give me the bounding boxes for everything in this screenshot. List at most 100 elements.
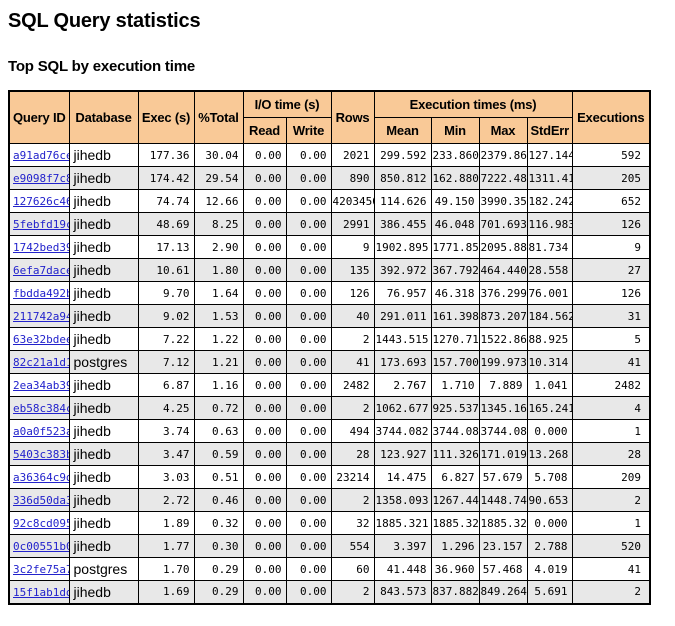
pct-total-cell: 1.80: [193, 258, 244, 282]
database-cell: jihedb: [68, 143, 139, 167]
query-id-link[interactable]: 1742bed390: [13, 241, 68, 254]
table-row: 211742a946 jihedb 9.02 1.53 0.00 0.00 40…: [8, 304, 651, 328]
pct-total-cell: 0.29: [193, 580, 244, 604]
sql-stats-table: Query ID Database Exec (s) %Total I/O ti…: [8, 90, 652, 605]
query-id-cell: e9098f7c8a: [8, 166, 70, 190]
database-cell: jihedb: [68, 580, 139, 604]
rows-cell: 60: [330, 557, 375, 581]
col-header-max: Max: [478, 117, 528, 144]
col-header-pct-total: %Total: [193, 90, 244, 144]
rows-cell: 494: [330, 419, 375, 443]
stderr-time-cell: 1311.418: [526, 166, 573, 190]
min-time-cell: 6.827: [430, 465, 480, 489]
query-id-link[interactable]: 92c8cd0955: [13, 517, 68, 530]
query-id-link[interactable]: 5403c383b8: [13, 448, 68, 461]
min-time-cell: 111.326: [430, 442, 480, 466]
io-read-cell: 0.00: [242, 258, 287, 282]
io-write-cell: 0.00: [285, 442, 332, 466]
col-header-database: Database: [68, 90, 139, 144]
pct-total-cell: 0.29: [193, 557, 244, 581]
executions-cell: 1: [571, 511, 651, 535]
query-id-link[interactable]: fbdda492bc: [13, 287, 68, 300]
query-id-link[interactable]: 336d50da38: [13, 494, 68, 507]
pct-total-cell: 30.04: [193, 143, 244, 167]
exec-seconds-cell: 74.74: [137, 189, 195, 213]
stderr-time-cell: 127.144: [526, 143, 573, 167]
io-write-cell: 0.00: [285, 304, 332, 328]
executions-cell: 1: [571, 419, 651, 443]
exec-seconds-cell: 48.69: [137, 212, 195, 236]
max-time-cell: 3990.356: [478, 189, 528, 213]
rows-cell: 890: [330, 166, 375, 190]
min-time-cell: 1270.710: [430, 327, 480, 351]
executions-cell: 9: [571, 235, 651, 259]
min-time-cell: 49.150: [430, 189, 480, 213]
query-id-cell: a0a0f523ad: [8, 419, 70, 443]
col-header-read: Read: [242, 117, 287, 144]
max-time-cell: 1522.866: [478, 327, 528, 351]
table-row: 1742bed390 jihedb 17.13 2.90 0.00 0.00 9…: [8, 235, 651, 259]
exec-seconds-cell: 4.25: [137, 396, 195, 420]
executions-cell: 209: [571, 465, 651, 489]
query-id-link[interactable]: 15f1ab1ddf: [13, 585, 68, 599]
executions-cell: 592: [571, 143, 651, 167]
query-id-link[interactable]: e9098f7c8a: [13, 172, 68, 185]
query-id-link[interactable]: 6efa7dace0: [13, 264, 68, 277]
query-id-link[interactable]: a0a0f523ad: [13, 425, 68, 438]
rows-cell: 32: [330, 511, 375, 535]
stderr-time-cell: 184.562: [526, 304, 573, 328]
max-time-cell: 1885.321: [478, 511, 528, 535]
query-id-link[interactable]: 211742a946: [13, 310, 68, 323]
stderr-time-cell: 182.242: [526, 189, 573, 213]
query-id-cell: 211742a946: [8, 304, 70, 328]
min-time-cell: 1771.858: [430, 235, 480, 259]
query-id-link[interactable]: 5febfd19c7: [13, 218, 68, 231]
table-row: e9098f7c8a jihedb 174.42 29.54 0.00 0.00…: [8, 166, 651, 190]
query-id-link[interactable]: 3c2fe75a7f: [13, 563, 68, 576]
mean-time-cell: 123.927: [373, 442, 432, 466]
pct-total-cell: 12.66: [193, 189, 244, 213]
query-id-link[interactable]: 2ea34ab396: [13, 379, 68, 392]
stderr-time-cell: 5.691: [526, 580, 573, 604]
table-row: 5403c383b8 jihedb 3.47 0.59 0.00 0.00 28…: [8, 442, 651, 466]
min-time-cell: 157.700: [430, 350, 480, 374]
table-row: a91ad76ce9 jihedb 177.36 30.04 0.00 0.00…: [8, 143, 651, 167]
query-id-link[interactable]: 127626c46c: [13, 195, 68, 208]
min-time-cell: 925.537: [430, 396, 480, 420]
query-id-cell: 5febfd19c7: [8, 212, 70, 236]
table-row: 63e32bdeeb jihedb 7.22 1.22 0.00 0.00 2 …: [8, 327, 651, 351]
query-id-link[interactable]: a91ad76ce9: [13, 149, 68, 162]
mean-time-cell: 41.448: [373, 557, 432, 581]
max-time-cell: 376.299: [478, 281, 528, 305]
io-read-cell: 0.00: [242, 189, 287, 213]
exec-seconds-cell: 6.87: [137, 373, 195, 397]
query-id-link[interactable]: 0c00551b06: [13, 540, 68, 553]
exec-seconds-cell: 1.77: [137, 534, 195, 558]
query-id-link[interactable]: eb58c384ca: [13, 402, 68, 415]
query-id-link[interactable]: 82c21a1d1b: [13, 356, 68, 369]
pct-total-cell: 0.32: [193, 511, 244, 535]
io-read-cell: 0.00: [242, 212, 287, 236]
exec-seconds-cell: 9.02: [137, 304, 195, 328]
query-id-link[interactable]: a36364c9d2: [13, 471, 68, 484]
executions-cell: 126: [571, 281, 651, 305]
io-write-cell: 0.00: [285, 465, 332, 489]
io-read-cell: 0.00: [242, 350, 287, 374]
table-row: a0a0f523ad jihedb 3.74 0.63 0.00 0.00 49…: [8, 419, 651, 443]
table-row: a36364c9d2 jihedb 3.03 0.51 0.00 0.00 23…: [8, 465, 651, 489]
rows-cell: 126: [330, 281, 375, 305]
stderr-time-cell: 81.734: [526, 235, 573, 259]
io-write-cell: 0.00: [285, 488, 332, 512]
mean-time-cell: 76.957: [373, 281, 432, 305]
query-id-cell: 92c8cd0955: [8, 511, 70, 535]
exec-seconds-cell: 1.69: [137, 580, 195, 604]
max-time-cell: 57.468: [478, 557, 528, 581]
rows-cell: 9: [330, 235, 375, 259]
table-row: 2ea34ab396 jihedb 6.87 1.16 0.00 0.00 24…: [8, 373, 651, 397]
exec-seconds-cell: 3.03: [137, 465, 195, 489]
query-id-link[interactable]: 63e32bdeeb: [13, 333, 68, 346]
io-write-cell: 0.00: [285, 258, 332, 282]
mean-time-cell: 3.397: [373, 534, 432, 558]
mean-time-cell: 1902.895: [373, 235, 432, 259]
max-time-cell: 464.440: [478, 258, 528, 282]
